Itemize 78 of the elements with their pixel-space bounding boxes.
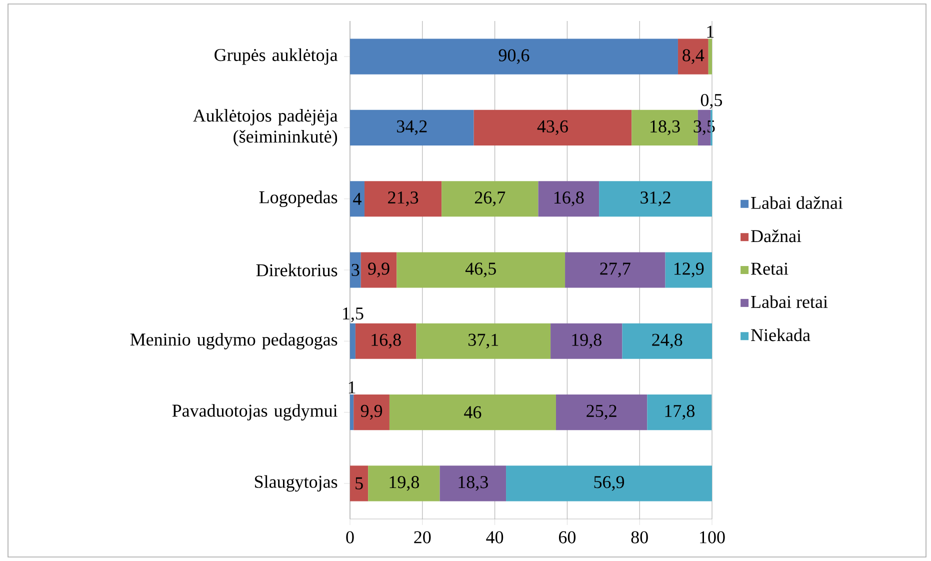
data-label: 9,9 bbox=[368, 262, 390, 278]
bar bbox=[538, 181, 600, 217]
data-label: 1 bbox=[707, 26, 714, 38]
bar bbox=[678, 38, 708, 74]
data-label: 26,7 bbox=[474, 192, 506, 206]
bar bbox=[350, 110, 474, 146]
data-label: 37,1 bbox=[468, 334, 498, 348]
y-tick-label: Grupės auklėtoja bbox=[214, 48, 338, 65]
bar bbox=[350, 252, 361, 288]
data-label: 90,6 bbox=[498, 49, 530, 64]
bar bbox=[368, 466, 440, 502]
data-label: 0,5 bbox=[700, 94, 722, 109]
data-label: 3 bbox=[352, 264, 360, 276]
data-label: 4 bbox=[353, 192, 362, 205]
bar bbox=[350, 38, 678, 74]
bar bbox=[708, 38, 712, 74]
bar bbox=[364, 181, 442, 217]
data-label: 21,3 bbox=[388, 192, 418, 206]
data-label: 46 bbox=[464, 406, 482, 418]
data-label: 8,4 bbox=[682, 49, 704, 64]
data-label: 24,8 bbox=[652, 334, 682, 349]
y-tick-label: Slaugytojas bbox=[255, 475, 338, 492]
x-tick-label: 80 bbox=[631, 531, 648, 544]
legend-label: Retai bbox=[751, 262, 788, 275]
x-tick-label: 100 bbox=[700, 531, 725, 544]
x-tick-label: 40 bbox=[486, 531, 504, 544]
data-label: 19,8 bbox=[390, 476, 420, 491]
data-label: 19,8 bbox=[572, 334, 602, 349]
bar bbox=[350, 323, 356, 359]
y-tick-label: Direktorius bbox=[256, 264, 338, 276]
data-label: 18,3 bbox=[458, 476, 488, 491]
bar bbox=[506, 466, 712, 502]
bar bbox=[416, 323, 551, 359]
x-tick-label: 60 bbox=[558, 531, 576, 544]
bar bbox=[350, 394, 354, 430]
bar bbox=[396, 252, 566, 288]
data-label: 43,6 bbox=[537, 120, 568, 136]
data-label: 1,5 bbox=[343, 307, 364, 322]
legend-label: Niekada bbox=[751, 328, 810, 342]
bar bbox=[565, 252, 666, 288]
bar bbox=[474, 110, 632, 146]
data-label: 56,9 bbox=[594, 476, 624, 491]
bar bbox=[354, 394, 390, 430]
bar bbox=[350, 466, 368, 502]
data-label: 46,5 bbox=[465, 262, 496, 278]
legend-label: Labai retai bbox=[751, 295, 828, 308]
bar bbox=[355, 323, 416, 359]
data-label: 1 bbox=[348, 381, 356, 394]
data-label: 5 bbox=[356, 477, 363, 490]
data-label: 9,9 bbox=[360, 404, 382, 420]
bar bbox=[440, 466, 506, 502]
bar bbox=[389, 394, 556, 430]
data-label: 16,8 bbox=[554, 191, 584, 206]
y-tick-label: Pavaduotojas ugdymui bbox=[172, 404, 338, 420]
x-tick-label: 20 bbox=[414, 531, 431, 544]
data-label: 18,3 bbox=[650, 120, 680, 136]
legend-label: Labai dažnai bbox=[751, 196, 843, 209]
data-label: 16,8 bbox=[372, 334, 401, 349]
bar bbox=[550, 323, 622, 359]
y-tick-label: Auklėtojos padėjėja (šeimininkutė) bbox=[193, 109, 338, 146]
x-tick-label: 0 bbox=[346, 531, 354, 544]
bar bbox=[442, 181, 538, 217]
bar bbox=[665, 252, 712, 288]
data-label: 34,2 bbox=[397, 120, 427, 136]
data-label: 17,8 bbox=[665, 404, 694, 420]
data-label: 25,2 bbox=[586, 404, 616, 420]
bar bbox=[360, 252, 397, 288]
data-label: 31,2 bbox=[640, 192, 670, 206]
bar bbox=[350, 181, 364, 217]
bar bbox=[556, 394, 648, 430]
y-tick-label: Meninio ugdymo pedagogas bbox=[130, 332, 338, 350]
y-tick-label: Logopedas bbox=[259, 190, 338, 208]
bar bbox=[599, 181, 712, 217]
bar bbox=[622, 323, 712, 359]
legend-label: Dažnai bbox=[751, 229, 802, 242]
data-label: 27,7 bbox=[600, 262, 630, 278]
bar bbox=[647, 394, 712, 430]
data-label: 12,9 bbox=[674, 262, 704, 278]
